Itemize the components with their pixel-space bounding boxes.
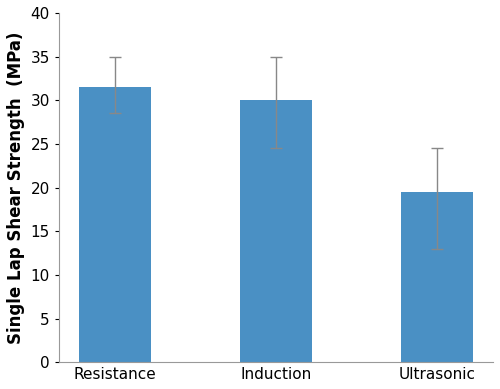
- Y-axis label: Single Lap Shear Strength  (MPa): Single Lap Shear Strength (MPa): [7, 32, 25, 344]
- Bar: [78, 87, 151, 362]
- Bar: [401, 192, 473, 362]
- Bar: [240, 100, 312, 362]
